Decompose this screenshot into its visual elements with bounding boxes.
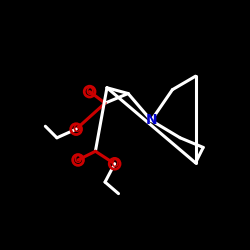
Text: O: O: [110, 159, 119, 169]
Text: O: O: [74, 155, 82, 165]
Text: O: O: [86, 86, 94, 97]
Text: O: O: [72, 124, 80, 134]
Text: N: N: [146, 114, 157, 128]
